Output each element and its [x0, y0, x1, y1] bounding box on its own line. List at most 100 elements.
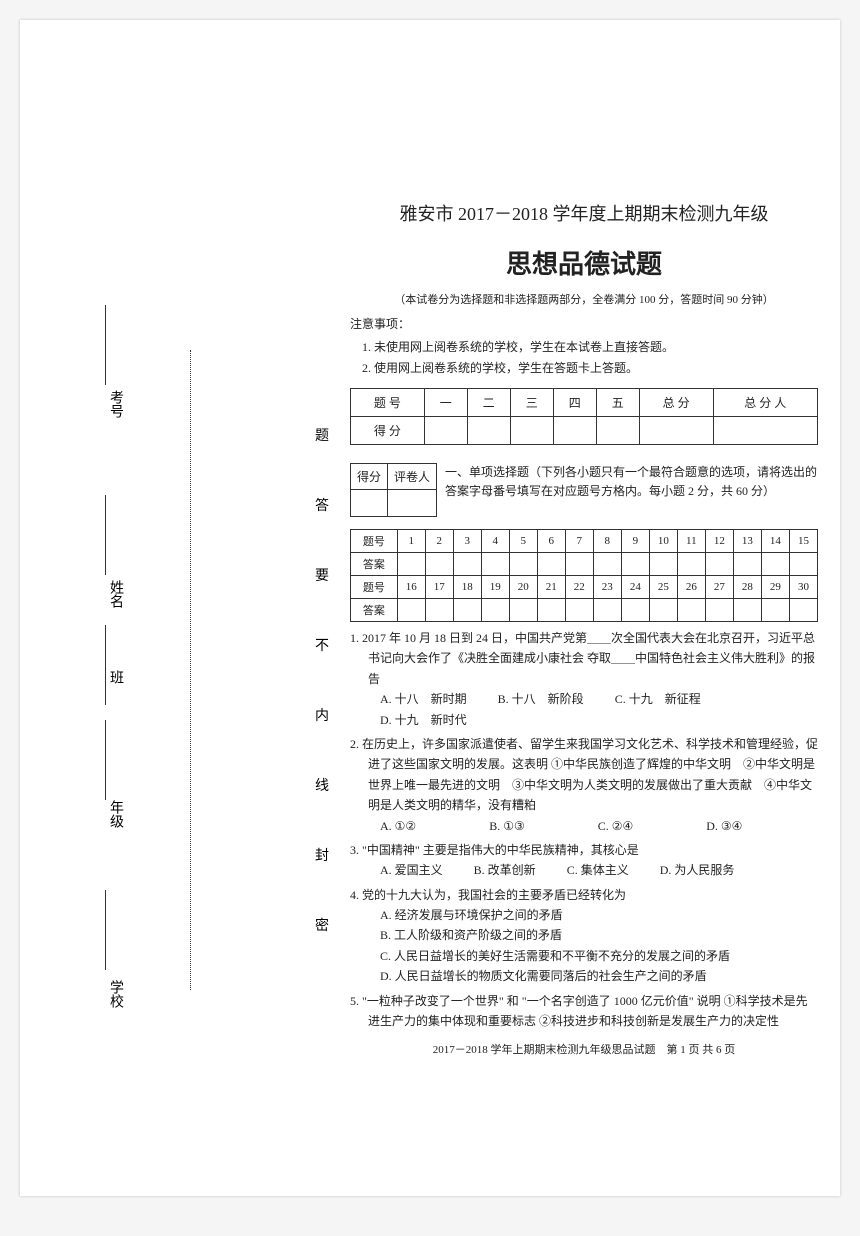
answer-cell[interactable]: [537, 553, 565, 576]
answer-cell[interactable]: [621, 553, 649, 576]
answer-cell[interactable]: [649, 553, 677, 576]
q1-opt-d: D. 十九 新时代: [380, 710, 467, 730]
table-row: 得 分: [351, 417, 818, 445]
answer-cell[interactable]: [677, 599, 705, 622]
answer-cell[interactable]: [649, 599, 677, 622]
answer-cell[interactable]: [425, 599, 453, 622]
grid-label: 答案: [351, 553, 398, 576]
class-label: 班: [105, 670, 125, 684]
grid-num: 12: [705, 530, 733, 553]
exam-id-line: [105, 305, 106, 385]
score-cell[interactable]: [424, 417, 467, 445]
answer-cell[interactable]: [593, 599, 621, 622]
answer-cell[interactable]: [397, 599, 425, 622]
name-line: [105, 495, 106, 575]
seal-char: 内: [315, 705, 329, 725]
main-content: 雅安市 2017－2018 学年度上期期末检测九年级 思想品德试题 （本试卷分为…: [350, 200, 818, 1057]
grid-num: 4: [481, 530, 509, 553]
grid-label: 答案: [351, 599, 398, 622]
q4-opt-d: D. 人民日益增长的物质文化需要同落后的社会生产之间的矛盾: [380, 966, 818, 986]
grid-num: 17: [425, 576, 453, 599]
grid-num: 22: [565, 576, 593, 599]
grid-num: 1: [397, 530, 425, 553]
grid-num: 2: [425, 530, 453, 553]
answer-cell[interactable]: [621, 599, 649, 622]
seal-char: 题: [315, 425, 329, 445]
q3-opt-a: A. 爱国主义: [380, 860, 443, 880]
score-cell[interactable]: [510, 417, 553, 445]
score-cell[interactable]: [467, 417, 510, 445]
score-header: 二: [467, 389, 510, 417]
answer-cell[interactable]: [453, 553, 481, 576]
answer-cell[interactable]: [789, 599, 817, 622]
score-cell[interactable]: [553, 417, 596, 445]
answer-cell[interactable]: [481, 599, 509, 622]
question-3-stem: 3. "中国精神" 主要是指伟大的中华民族精神，其核心是: [350, 840, 818, 860]
grid-num: 29: [761, 576, 789, 599]
grid-num: 8: [593, 530, 621, 553]
table-row: 得分 评卷人: [351, 464, 437, 490]
question-2-stem: 2. 在历史上，许多国家派遣使者、留学生来我国学习文化艺术、科学技术和管理经验，…: [350, 734, 818, 816]
answer-cell[interactable]: [677, 553, 705, 576]
grid-num: 24: [621, 576, 649, 599]
judge-score-cell[interactable]: [351, 490, 388, 517]
answer-cell[interactable]: [705, 599, 733, 622]
answer-cell[interactable]: [481, 553, 509, 576]
grid-num: 10: [649, 530, 677, 553]
question-3-options: A. 爱国主义 B. 改革创新 C. 集体主义 D. 为人民服务: [350, 860, 818, 880]
grid-num: 6: [537, 530, 565, 553]
q4-opt-a: A. 经济发展与环境保护之间的矛盾: [380, 905, 818, 925]
grid-num: 7: [565, 530, 593, 553]
answer-cell[interactable]: [397, 553, 425, 576]
answer-grid: 题号 1 2 3 4 5 6 7 8 9 10 11 12 13 14 15 答…: [350, 529, 818, 622]
score-cell[interactable]: [639, 417, 713, 445]
answer-cell[interactable]: [453, 599, 481, 622]
answer-cell[interactable]: [733, 553, 761, 576]
score-header: 一: [424, 389, 467, 417]
answer-cell[interactable]: [761, 599, 789, 622]
table-row: [351, 490, 437, 517]
sub-title: 思想品德试题: [350, 244, 818, 281]
score-header: 总 分 人: [713, 389, 817, 417]
answer-cell[interactable]: [789, 553, 817, 576]
grid-num: 25: [649, 576, 677, 599]
grid-num: 14: [761, 530, 789, 553]
grid-num: 21: [537, 576, 565, 599]
answer-cell[interactable]: [565, 599, 593, 622]
answer-cell[interactable]: [509, 553, 537, 576]
answer-cell[interactable]: [761, 553, 789, 576]
grid-num: 23: [593, 576, 621, 599]
answer-cell[interactable]: [565, 553, 593, 576]
main-title: 雅安市 2017－2018 学年度上期期末检测九年级: [350, 200, 818, 226]
table-row: 题号 16 17 18 19 20 21 22 23 24 25 26 27 2…: [351, 576, 818, 599]
answer-cell[interactable]: [509, 599, 537, 622]
score-header: 五: [596, 389, 639, 417]
grid-num: 26: [677, 576, 705, 599]
grid-num: 9: [621, 530, 649, 553]
section-header-block: 得分 评卷人 一、单项选择题（下列各小题只有一个最符合题意的选项，请将选出的答案…: [350, 463, 818, 517]
exam-id-label: 考号: [105, 390, 125, 418]
grid-num: 16: [397, 576, 425, 599]
student-info-column: 考号 姓名 班 年级 学校: [45, 70, 135, 1020]
grid-num: 27: [705, 576, 733, 599]
grid-num: 13: [733, 530, 761, 553]
judge-name-cell[interactable]: [388, 490, 437, 517]
seal-char: 线: [315, 775, 329, 795]
score-summary-table: 题 号 一 二 三 四 五 总 分 总 分 人 得 分: [350, 388, 818, 445]
answer-cell[interactable]: [537, 599, 565, 622]
q1-opt-c: C. 十九 新征程: [615, 689, 701, 709]
score-cell[interactable]: [596, 417, 639, 445]
score-header: 题 号: [351, 389, 425, 417]
answer-cell[interactable]: [593, 553, 621, 576]
q2-opt-c: C. ②④: [598, 816, 634, 836]
seal-line-text: 题 答 要 不 内 线 封 密: [315, 425, 329, 985]
answer-cell[interactable]: [733, 599, 761, 622]
grid-num: 15: [789, 530, 817, 553]
answer-cell[interactable]: [705, 553, 733, 576]
table-row: 答案: [351, 553, 818, 576]
grid-label: 题号: [351, 576, 398, 599]
score-header: 总 分: [639, 389, 713, 417]
school-label: 学校: [105, 980, 125, 1008]
score-cell[interactable]: [713, 417, 817, 445]
answer-cell[interactable]: [425, 553, 453, 576]
